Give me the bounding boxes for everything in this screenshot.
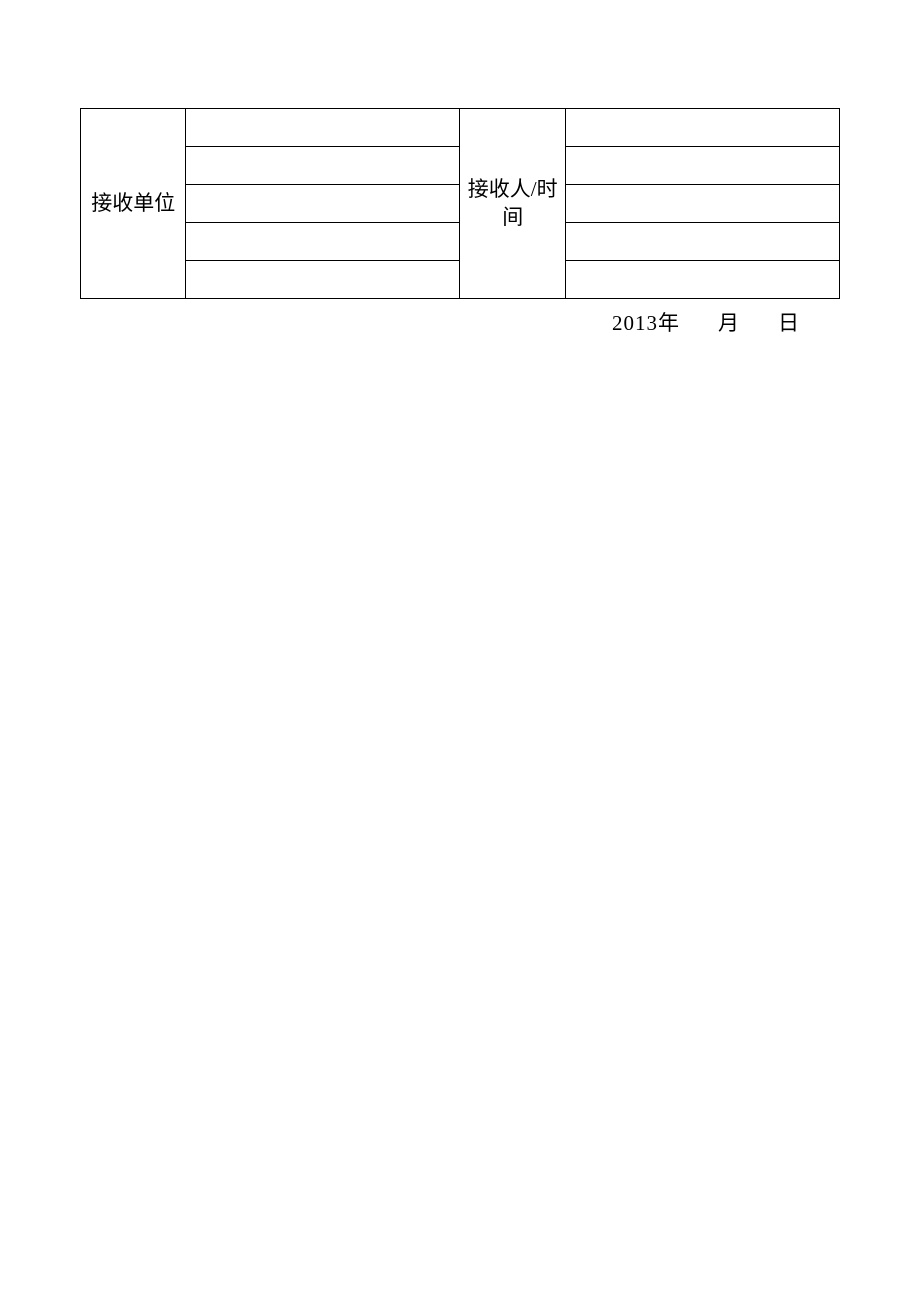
unit-cell bbox=[186, 261, 460, 299]
page-container: 接收单位 接收人/时间 2013年 月 日 bbox=[0, 0, 920, 337]
receiving-unit-label: 接收单位 bbox=[81, 109, 186, 299]
receiver-time-label: 接收人/时间 bbox=[460, 109, 565, 299]
person-time-cell bbox=[565, 109, 839, 147]
unit-cell bbox=[186, 109, 460, 147]
receipt-table: 接收单位 接收人/时间 bbox=[80, 108, 840, 299]
month-unit: 月 bbox=[718, 311, 740, 335]
unit-cell bbox=[186, 185, 460, 223]
person-time-cell bbox=[565, 147, 839, 185]
person-time-cell bbox=[565, 223, 839, 261]
table-row: 接收单位 接收人/时间 bbox=[81, 109, 840, 147]
person-time-cell bbox=[565, 185, 839, 223]
unit-cell bbox=[186, 147, 460, 185]
year-value: 2013 bbox=[612, 311, 658, 335]
day-unit: 日 bbox=[778, 311, 800, 335]
date-line: 2013年 月 日 bbox=[80, 299, 840, 337]
person-time-cell bbox=[565, 261, 839, 299]
year-unit: 年 bbox=[658, 311, 680, 335]
unit-cell bbox=[186, 223, 460, 261]
